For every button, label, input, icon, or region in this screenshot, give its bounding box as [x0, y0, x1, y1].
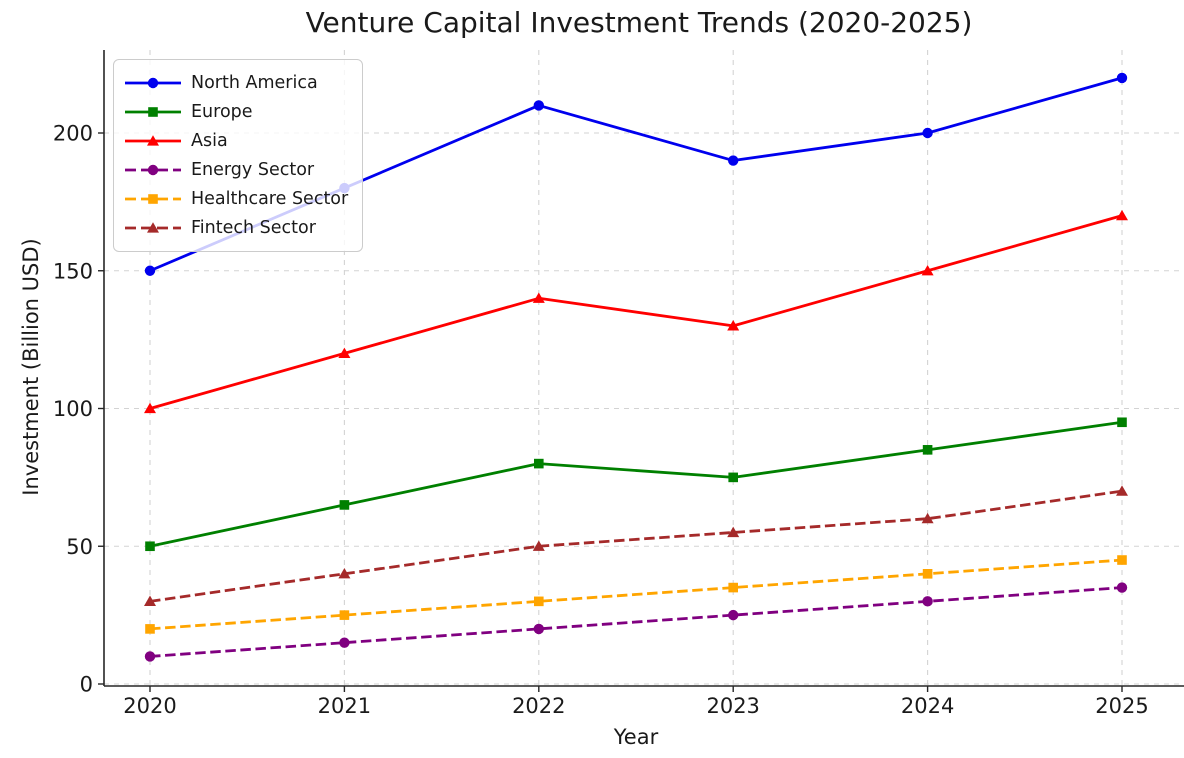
marker-north-america-2020	[144, 265, 156, 276]
series-fintech-sector	[144, 485, 1128, 606]
legend-item-fintech-sector: Fintech Sector	[124, 214, 348, 242]
series-line-fintech-sector	[149, 489, 1123, 603]
x-tick-label: 2023	[706, 694, 759, 718]
marker-healthcare-sector-2020	[145, 624, 155, 634]
y-axis-label: Investment (Billion USD)	[19, 238, 43, 496]
chart-title: Venture Capital Investment Trends (2020-…	[305, 6, 973, 39]
marker-north-america-2022	[533, 100, 544, 111]
marker-fintech-sector-2024	[921, 512, 934, 524]
marker-europe-2025	[1117, 417, 1127, 428]
legend-sample-circle-icon	[125, 77, 181, 89]
marker-energy-sector-2021	[339, 637, 350, 648]
series-line-europe	[149, 420, 1123, 548]
marker-healthcare-sector-2024	[922, 569, 933, 579]
x-tick-label: 2024	[901, 694, 954, 718]
marker-energy-sector-2020	[144, 651, 156, 662]
series-line-asia	[149, 214, 1123, 410]
marker-asia-2023	[727, 320, 740, 331]
legend-label: Fintech Sector	[191, 218, 316, 238]
x-tick-label: 2025	[1095, 694, 1148, 718]
series-line-energy-sector	[149, 586, 1123, 658]
marker-north-america-2023	[728, 155, 739, 166]
y-tick-label: 0	[80, 673, 93, 697]
marker-asia-2020	[144, 402, 156, 414]
marker-fintech-sector-2023	[727, 526, 740, 538]
series-europe	[145, 417, 1127, 552]
legend-marker-europe	[148, 107, 158, 117]
legend-sample-triangle-icon	[125, 135, 181, 146]
legend-marker-asia	[147, 135, 159, 146]
y-tick-label: 50	[66, 535, 93, 559]
legend-marker-healthcare-sector	[148, 194, 158, 204]
marker-healthcare-sector-2021	[339, 610, 350, 620]
marker-europe-2022	[534, 458, 544, 469]
marker-fintech-sector-2021	[338, 568, 351, 579]
marker-energy-sector-2022	[533, 623, 544, 635]
marker-fintech-sector-2022	[532, 540, 545, 551]
marker-energy-sector-2024	[922, 596, 933, 607]
marker-asia-2024	[921, 264, 934, 276]
marker-north-america-2025	[1116, 72, 1128, 84]
legend-item-energy-sector: Energy Sector	[124, 156, 348, 184]
legend-sample-triangle-icon	[125, 222, 181, 233]
marker-europe-2020	[145, 541, 155, 552]
marker-energy-sector-2025	[1116, 582, 1128, 593]
legend-label: Europe	[191, 102, 253, 122]
x-tick-label: 2020	[123, 694, 176, 718]
legend-sample-square-icon	[125, 107, 181, 117]
marker-healthcare-sector-2025	[1117, 555, 1127, 565]
marker-fintech-sector-2025	[1116, 485, 1128, 496]
marker-healthcare-sector-2022	[534, 596, 544, 607]
legend-label: North America	[191, 73, 318, 93]
legend-marker-energy-sector	[147, 164, 159, 176]
series-energy-sector	[144, 582, 1128, 662]
marker-europe-2021	[339, 500, 350, 510]
series-healthcare-sector	[145, 555, 1127, 634]
legend-sample-circle-icon	[125, 164, 181, 176]
legend-item-healthcare-sector: Healthcare Sector	[124, 185, 348, 213]
marker-asia-2021	[338, 347, 351, 358]
legend-marker-north-america	[147, 77, 159, 89]
y-tick-label: 200	[53, 122, 93, 146]
marker-fintech-sector-2020	[144, 595, 156, 606]
legend-label: Healthcare Sector	[191, 189, 349, 209]
x-axis-label: Year	[613, 725, 659, 749]
marker-europe-2024	[922, 445, 933, 455]
marker-asia-2025	[1116, 209, 1128, 221]
x-tick-label: 2021	[318, 694, 371, 718]
legend-marker-fintech-sector	[147, 222, 159, 233]
series-line-healthcare-sector	[149, 558, 1123, 631]
legend-item-asia: Asia	[124, 127, 348, 155]
legend: North America Europe Asia Energy Sector Heal…	[113, 59, 364, 252]
marker-north-america-2024	[922, 127, 933, 139]
y-tick-label: 100	[53, 397, 93, 421]
legend-sample-square-icon	[125, 194, 181, 204]
legend-item-europe: Europe	[124, 98, 348, 126]
marker-europe-2023	[728, 472, 738, 483]
x-tick-label: 2022	[512, 694, 565, 718]
legend-label: Asia	[191, 131, 228, 151]
y-tick-label: 150	[53, 259, 93, 283]
series-asia	[144, 209, 1128, 414]
marker-healthcare-sector-2023	[728, 582, 738, 593]
legend-label: Energy Sector	[191, 160, 315, 180]
legend-item-north-america: North America	[124, 69, 348, 97]
marker-energy-sector-2023	[728, 609, 739, 621]
marker-asia-2022	[532, 292, 545, 303]
